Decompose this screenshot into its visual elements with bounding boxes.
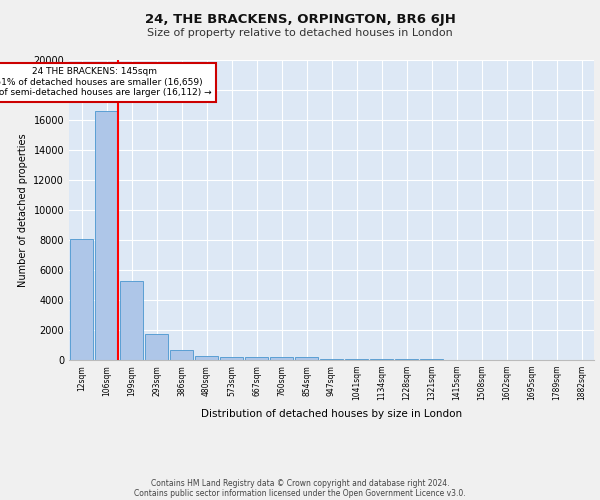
Bar	[395, 359, 418, 360]
Y-axis label: Number of detached properties: Number of detached properties	[18, 133, 28, 287]
Text: Contains HM Land Registry data © Crown copyright and database right 2024.: Contains HM Land Registry data © Crown c…	[151, 478, 449, 488]
Bar	[295, 358, 319, 360]
Bar	[320, 358, 343, 360]
Text: 24, THE BRACKENS, ORPINGTON, BR6 6JH: 24, THE BRACKENS, ORPINGTON, BR6 6JH	[145, 12, 455, 26]
Text: Contains public sector information licensed under the Open Government Licence v3: Contains public sector information licen…	[134, 488, 466, 498]
Bar	[220, 356, 244, 360]
Bar	[245, 356, 268, 360]
Bar	[344, 359, 368, 360]
Bar	[70, 238, 94, 360]
Bar	[95, 111, 118, 360]
Bar	[119, 280, 143, 360]
Bar	[194, 356, 218, 360]
Bar	[269, 358, 293, 360]
Bar	[170, 350, 193, 360]
Bar	[145, 334, 169, 360]
X-axis label: Distribution of detached houses by size in London: Distribution of detached houses by size …	[201, 409, 462, 419]
Bar	[370, 359, 394, 360]
Text: 24 THE BRACKENS: 145sqm
← 51% of detached houses are smaller (16,659)
49% of sem: 24 THE BRACKENS: 145sqm ← 51% of detache…	[0, 68, 212, 98]
Text: Size of property relative to detached houses in London: Size of property relative to detached ho…	[147, 28, 453, 38]
